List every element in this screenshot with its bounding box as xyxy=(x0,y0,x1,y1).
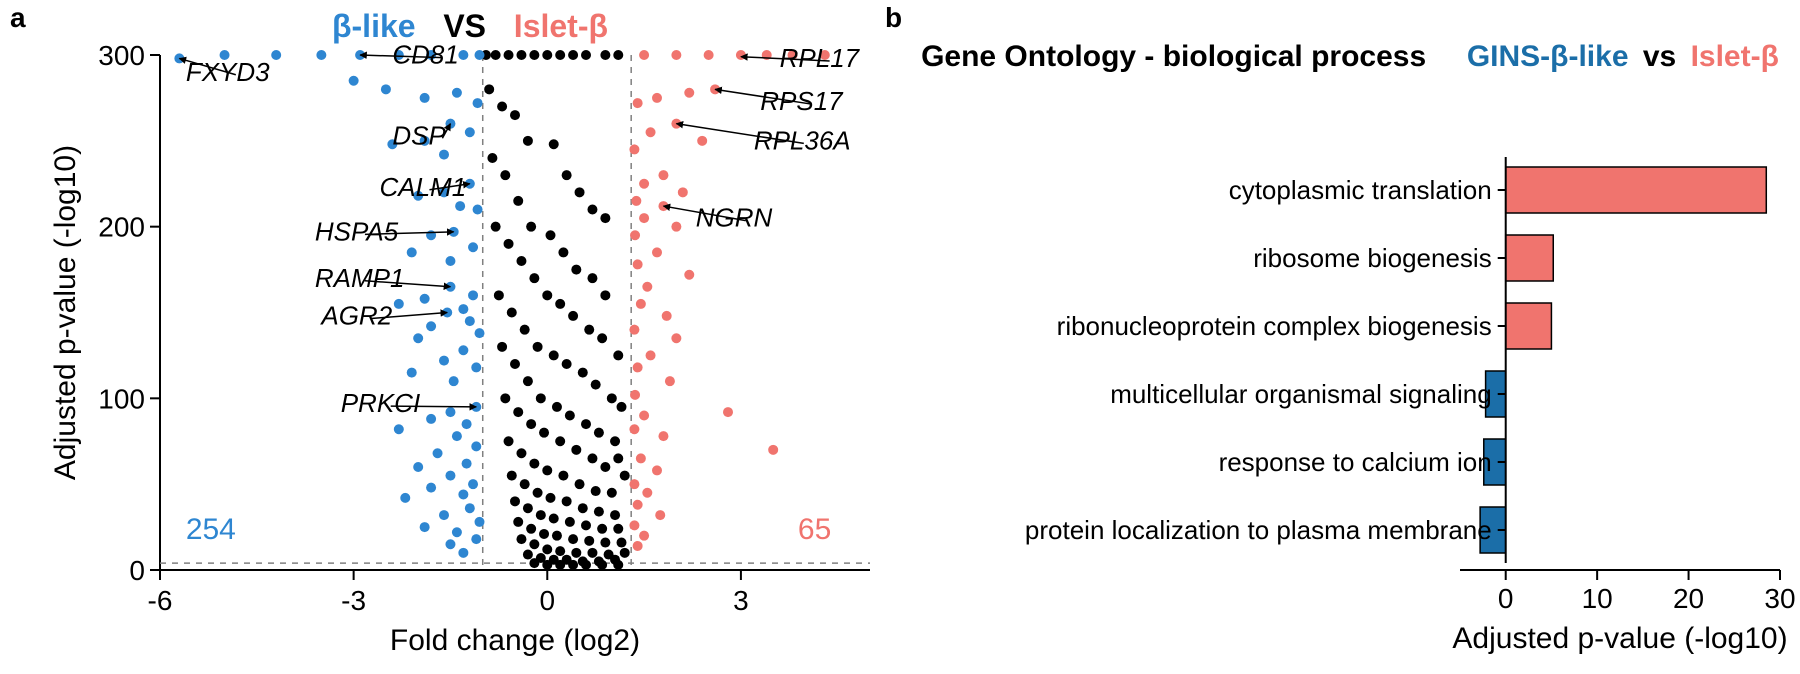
svg-text:Adjusted p-value (-log10): Adjusted p-value (-log10) xyxy=(49,145,82,480)
svg-text:300: 300 xyxy=(98,40,145,71)
svg-text:CD81: CD81 xyxy=(392,40,458,70)
svg-text:response to calcium ion: response to calcium ion xyxy=(1219,447,1492,477)
panel-a: a β-like VS Islet-β -6-3030100200300Fold… xyxy=(40,0,900,674)
svg-text:RPS17: RPS17 xyxy=(760,86,844,116)
svg-text:RPL36A: RPL36A xyxy=(754,125,851,155)
figure: a β-like VS Islet-β -6-3030100200300Fold… xyxy=(0,0,1800,674)
svg-text:Fold change (log2): Fold change (log2) xyxy=(390,624,640,657)
svg-text:20: 20 xyxy=(1673,583,1704,614)
svg-text:-3: -3 xyxy=(341,585,366,616)
svg-text:AGR2: AGR2 xyxy=(319,301,392,331)
svg-text:ribosome biogenesis: ribosome biogenesis xyxy=(1253,243,1491,273)
volcano-plot: -6 -3 0 3 0 100 200 300 Fold change (log2) Adjust… xyxy=(40,0,900,674)
svg-text:DSP: DSP xyxy=(392,120,446,150)
svg-text:multicellular organismal signa: multicellular organismal signaling xyxy=(1110,379,1492,409)
svg-text:cytoplasmic translation: cytoplasmic translation xyxy=(1229,175,1492,205)
svg-text:FXYD3: FXYD3 xyxy=(186,57,270,87)
svg-text:RPL17: RPL17 xyxy=(780,43,861,73)
svg-text:ribonucleoprotein complex biog: ribonucleoprotein complex biogenesis xyxy=(1057,311,1492,341)
svg-text:PRKCI: PRKCI xyxy=(341,388,420,418)
svg-text:RAMP1: RAMP1 xyxy=(315,263,405,293)
panel-a-label: a xyxy=(10,2,26,34)
svg-text:3: 3 xyxy=(733,585,749,616)
go-barchart: cytoplasmic translation ribosome biogenes… xyxy=(900,0,1800,674)
svg-text:100: 100 xyxy=(98,383,145,414)
svg-text:0: 0 xyxy=(539,585,555,616)
svg-text:HSPA5: HSPA5 xyxy=(315,216,399,246)
svg-text:65: 65 xyxy=(798,513,831,546)
panel-b: b Gene Ontology - biological process GIN… xyxy=(900,0,1800,674)
svg-text:protein localization to plasma: protein localization to plasma membrane xyxy=(1025,515,1492,545)
svg-text:CALM1: CALM1 xyxy=(379,172,466,202)
svg-text:NGRN: NGRN xyxy=(696,203,773,233)
svg-text:0: 0 xyxy=(1498,583,1514,614)
svg-text:10: 10 xyxy=(1582,583,1613,614)
svg-text:Adjusted p-value (-log10): Adjusted p-value (-log10) xyxy=(1452,622,1787,655)
svg-text:30: 30 xyxy=(1764,583,1795,614)
svg-text:254: 254 xyxy=(186,513,236,546)
svg-text:200: 200 xyxy=(98,212,145,243)
svg-text:0: 0 xyxy=(129,555,145,586)
svg-text:-6: -6 xyxy=(148,585,173,616)
